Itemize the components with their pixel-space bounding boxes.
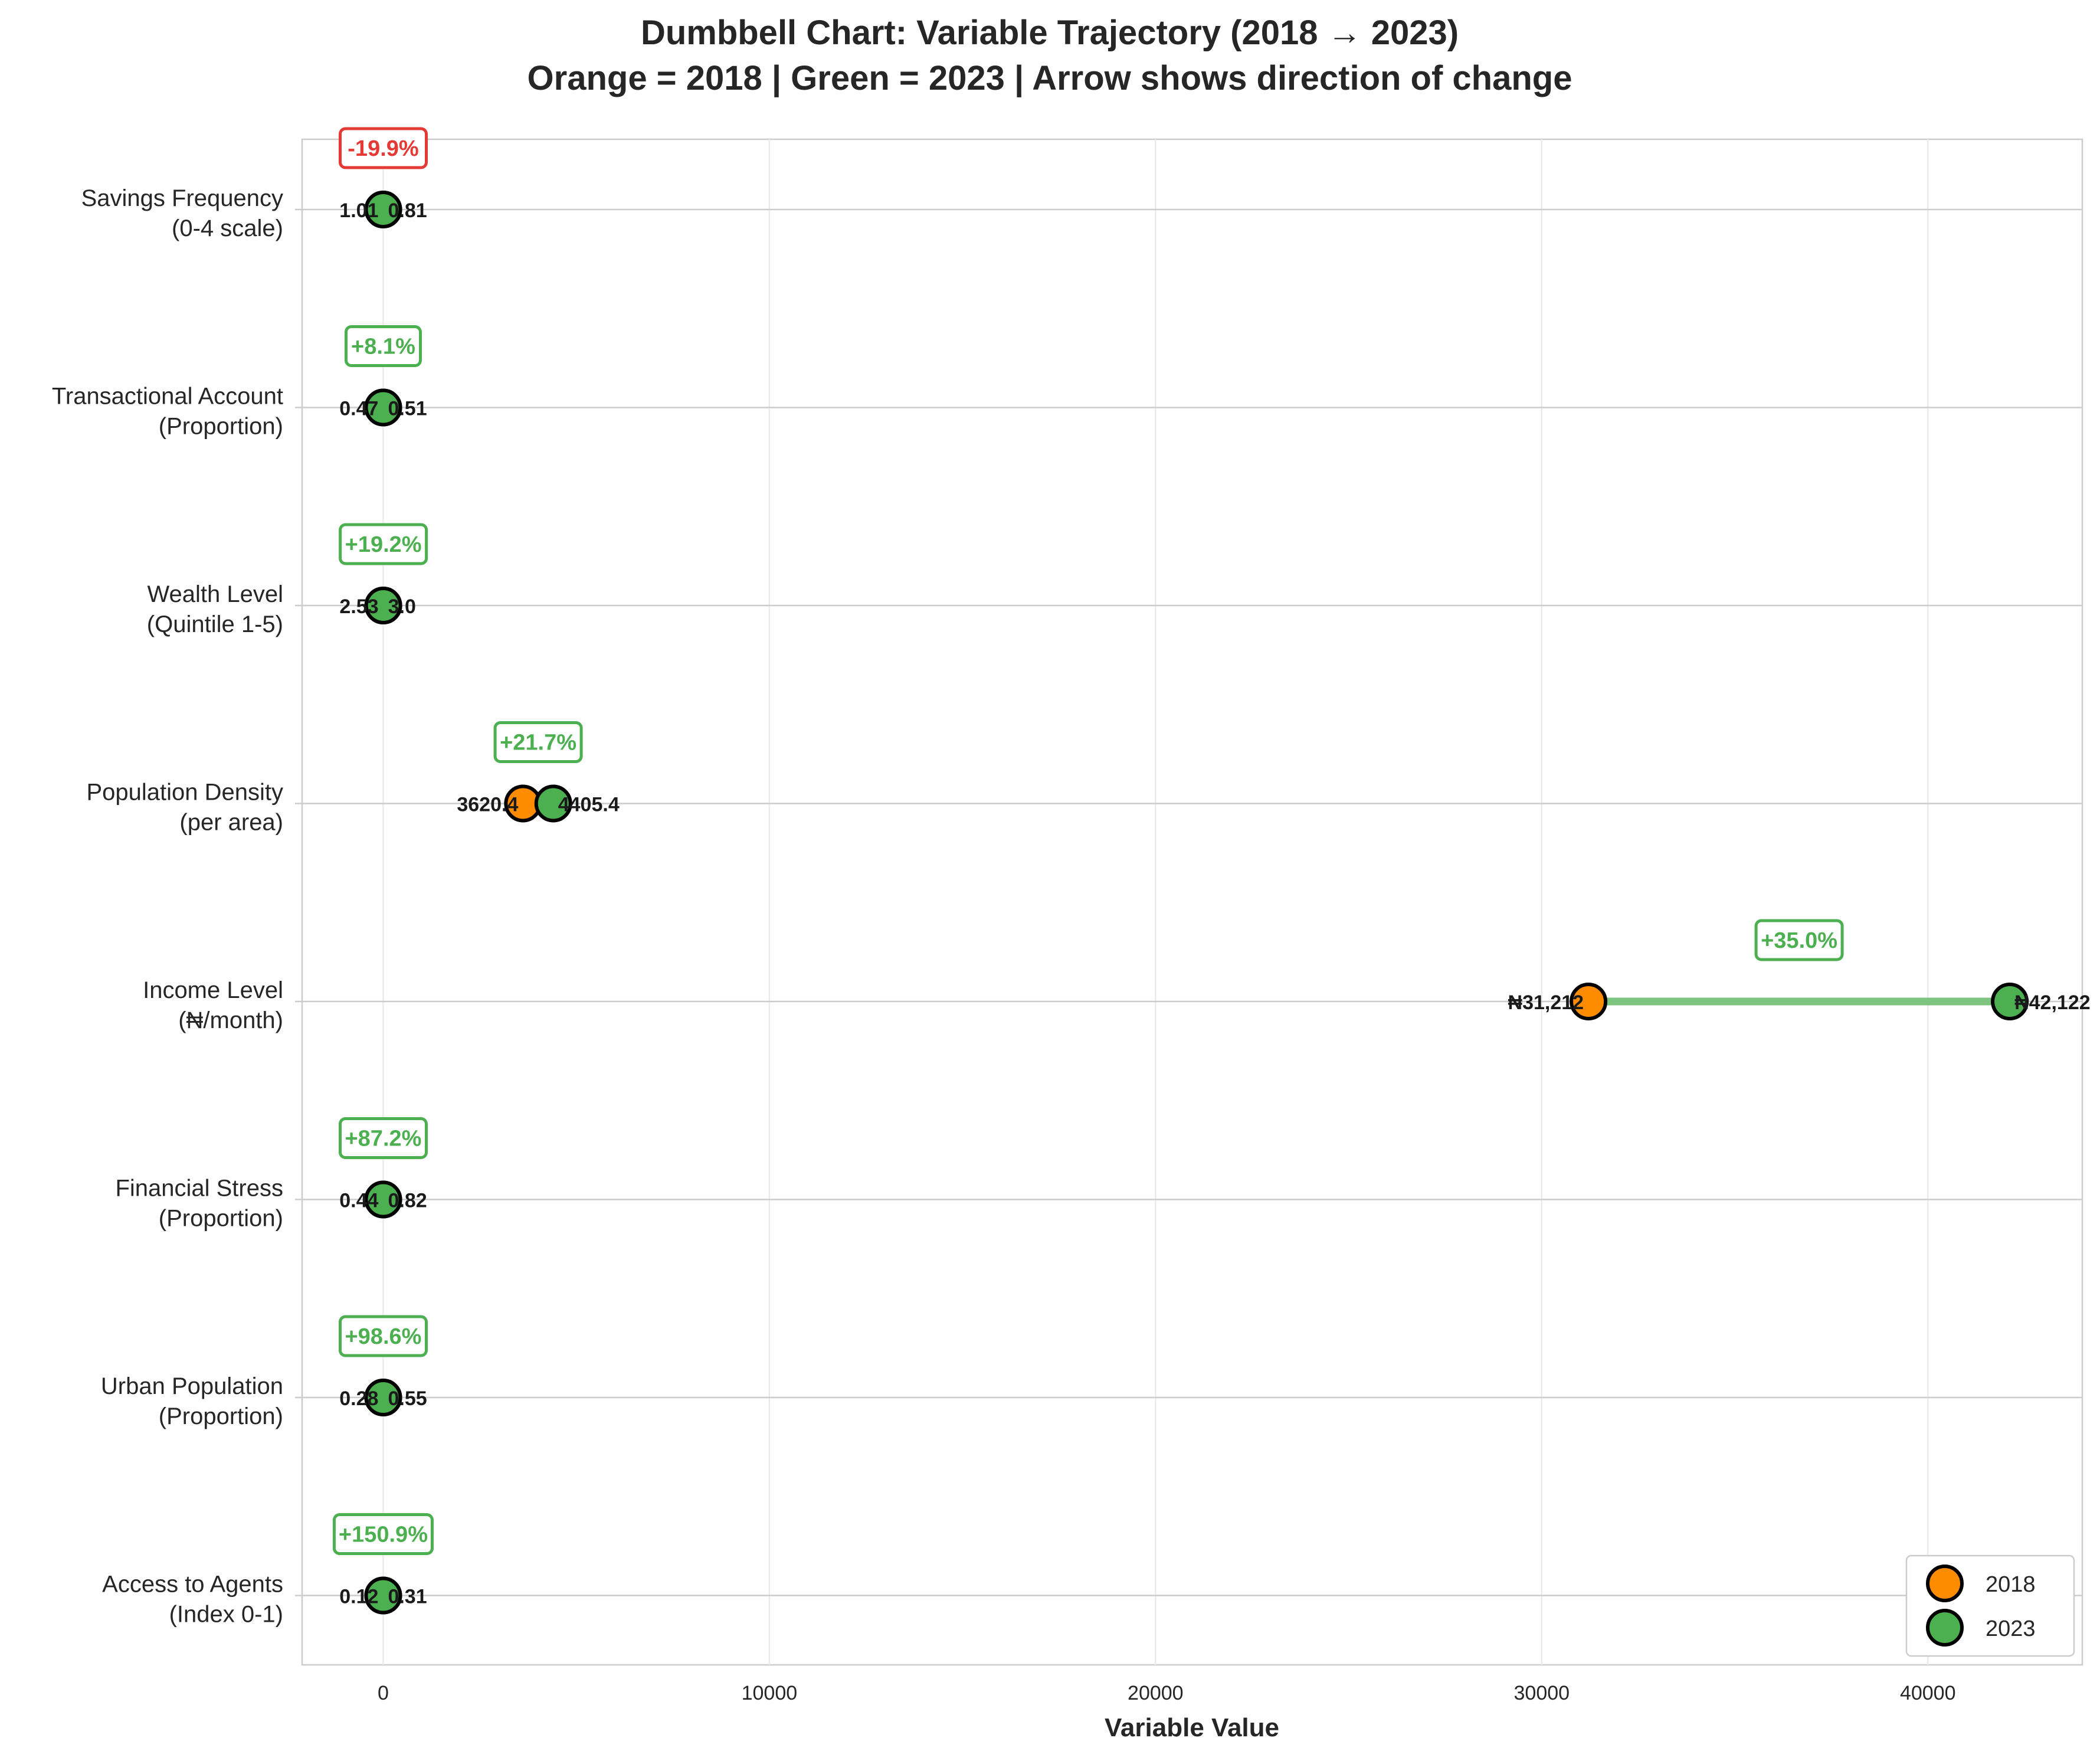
- legend-marker-2023: [1926, 1609, 1964, 1647]
- value-label-2023: ₦42,122: [2014, 991, 2091, 1014]
- category-label-line1: Urban Population: [101, 1373, 283, 1399]
- x-axis-title: Variable Value: [1105, 1713, 1279, 1742]
- value-labels: 1.01 0.81 0.47 0.51 2.53 3.0 3620.4 4405.4 ₦31,2…: [339, 199, 2090, 1608]
- change-badge: [338, 127, 428, 169]
- value-label-2023: 0.55: [388, 1387, 427, 1410]
- legend-label-2018: 2018: [1986, 1572, 2036, 1597]
- chart-title: Dumbbell Chart: Variable Trajectory (201…: [641, 14, 1459, 52]
- y-axis-labels: Savings Frequency (0-4 scale) Transactiona…: [52, 185, 302, 1628]
- point-2018: [1570, 983, 1608, 1020]
- category-label-line2: (per area): [179, 810, 283, 836]
- chart-subtitle: Orange = 2018 | Green = 2023 | Arrow sho…: [528, 59, 1572, 97]
- category-label-line1: Financial Stress: [115, 1176, 283, 1202]
- value-label-2023: 3.0: [388, 595, 416, 618]
- category-label-line2: (Quintile 1-5): [147, 611, 283, 637]
- change-badge: [1754, 919, 1844, 961]
- plot-frame: [301, 138, 2083, 1666]
- category-label-line2: (Proportion): [159, 1403, 283, 1429]
- plot-area: 1.01 0.81 0.47 0.51 2.53 3.0 3620.4 4405.4 ₦31,2…: [301, 127, 2091, 1666]
- dumbbell-points: [364, 191, 2029, 1615]
- change-badge: [332, 1513, 434, 1555]
- x-tick-label: 0: [378, 1682, 389, 1704]
- value-label-2023: 4405.4: [558, 794, 620, 816]
- x-tick-label: 30000: [1514, 1682, 1570, 1704]
- change-badge: [493, 721, 583, 763]
- value-label-2018: 2.53: [339, 595, 378, 618]
- point-2023: [364, 1379, 402, 1416]
- point-2023: [364, 191, 402, 228]
- category-label-line2: (Index 0-1): [169, 1602, 283, 1628]
- category-label-line2: (₦/month): [178, 1007, 283, 1033]
- category-label-line1: Savings Frequency: [81, 185, 283, 211]
- value-label-2018: ₦31,212: [1508, 991, 1584, 1014]
- point-2023: [364, 587, 402, 624]
- category-label-line1: Population Density: [86, 780, 283, 806]
- x-tick-label: 10000: [742, 1682, 798, 1704]
- value-label-2018: 0.47: [339, 398, 378, 420]
- change-label: +19.2%: [345, 532, 422, 557]
- value-label-2023: 0.81: [388, 199, 427, 222]
- value-label-2018: 0.28: [339, 1387, 378, 1410]
- legend-label-2023: 2023: [1986, 1616, 2036, 1641]
- category-label-line1: Transactional Account: [52, 384, 283, 410]
- change-badge: [338, 1117, 428, 1159]
- change-badges: -19.9% +8.1% +19.2% +21.7% +35.0% +87.2% +98.6…: [332, 127, 1844, 1555]
- legend: 2018 2023: [1905, 1554, 2075, 1657]
- change-badge: [344, 325, 422, 367]
- category-label-line1: Access to Agents: [102, 1572, 283, 1598]
- change-label: +21.7%: [500, 731, 576, 755]
- change-label: +35.0%: [1761, 928, 1837, 953]
- change-label: +87.2%: [345, 1127, 421, 1151]
- point-2023: [364, 1576, 402, 1615]
- change-label: +150.9%: [339, 1523, 428, 1547]
- point-2023: [534, 784, 572, 823]
- point-2023: [364, 1180, 402, 1219]
- x-tick-label: 20000: [1128, 1682, 1184, 1704]
- value-label-2023: 0.82: [388, 1190, 427, 1212]
- category-label-line2: (0-4 scale): [172, 215, 283, 241]
- category-label-line1: Wealth Level: [147, 581, 283, 607]
- value-label-2018: 0.44: [339, 1190, 378, 1212]
- change-label: +8.1%: [351, 335, 415, 359]
- value-label-2018: 1.01: [339, 199, 378, 222]
- legend-marker-2018: [1926, 1565, 1964, 1602]
- change-label: +98.6%: [345, 1324, 421, 1349]
- value-label-2018: 3620.4: [457, 794, 518, 816]
- x-axis-ticks: 0 10000 20000 30000 40000: [378, 1682, 1956, 1704]
- category-label-line2: (Proportion): [159, 1206, 283, 1232]
- change-badge: [339, 523, 428, 565]
- x-tick-label: 40000: [1900, 1682, 1956, 1704]
- category-label-line1: Income Level: [143, 977, 283, 1003]
- change-label: -19.9%: [348, 136, 418, 161]
- value-label-2023: 0.31: [388, 1586, 427, 1608]
- change-badge: [338, 1315, 428, 1357]
- value-label-2023: 0.51: [388, 398, 427, 420]
- category-label-line2: (Proportion): [159, 414, 283, 440]
- point-2023: [364, 388, 402, 427]
- point-2023: [1991, 983, 2029, 1020]
- value-label-2018: 0.12: [339, 1586, 378, 1608]
